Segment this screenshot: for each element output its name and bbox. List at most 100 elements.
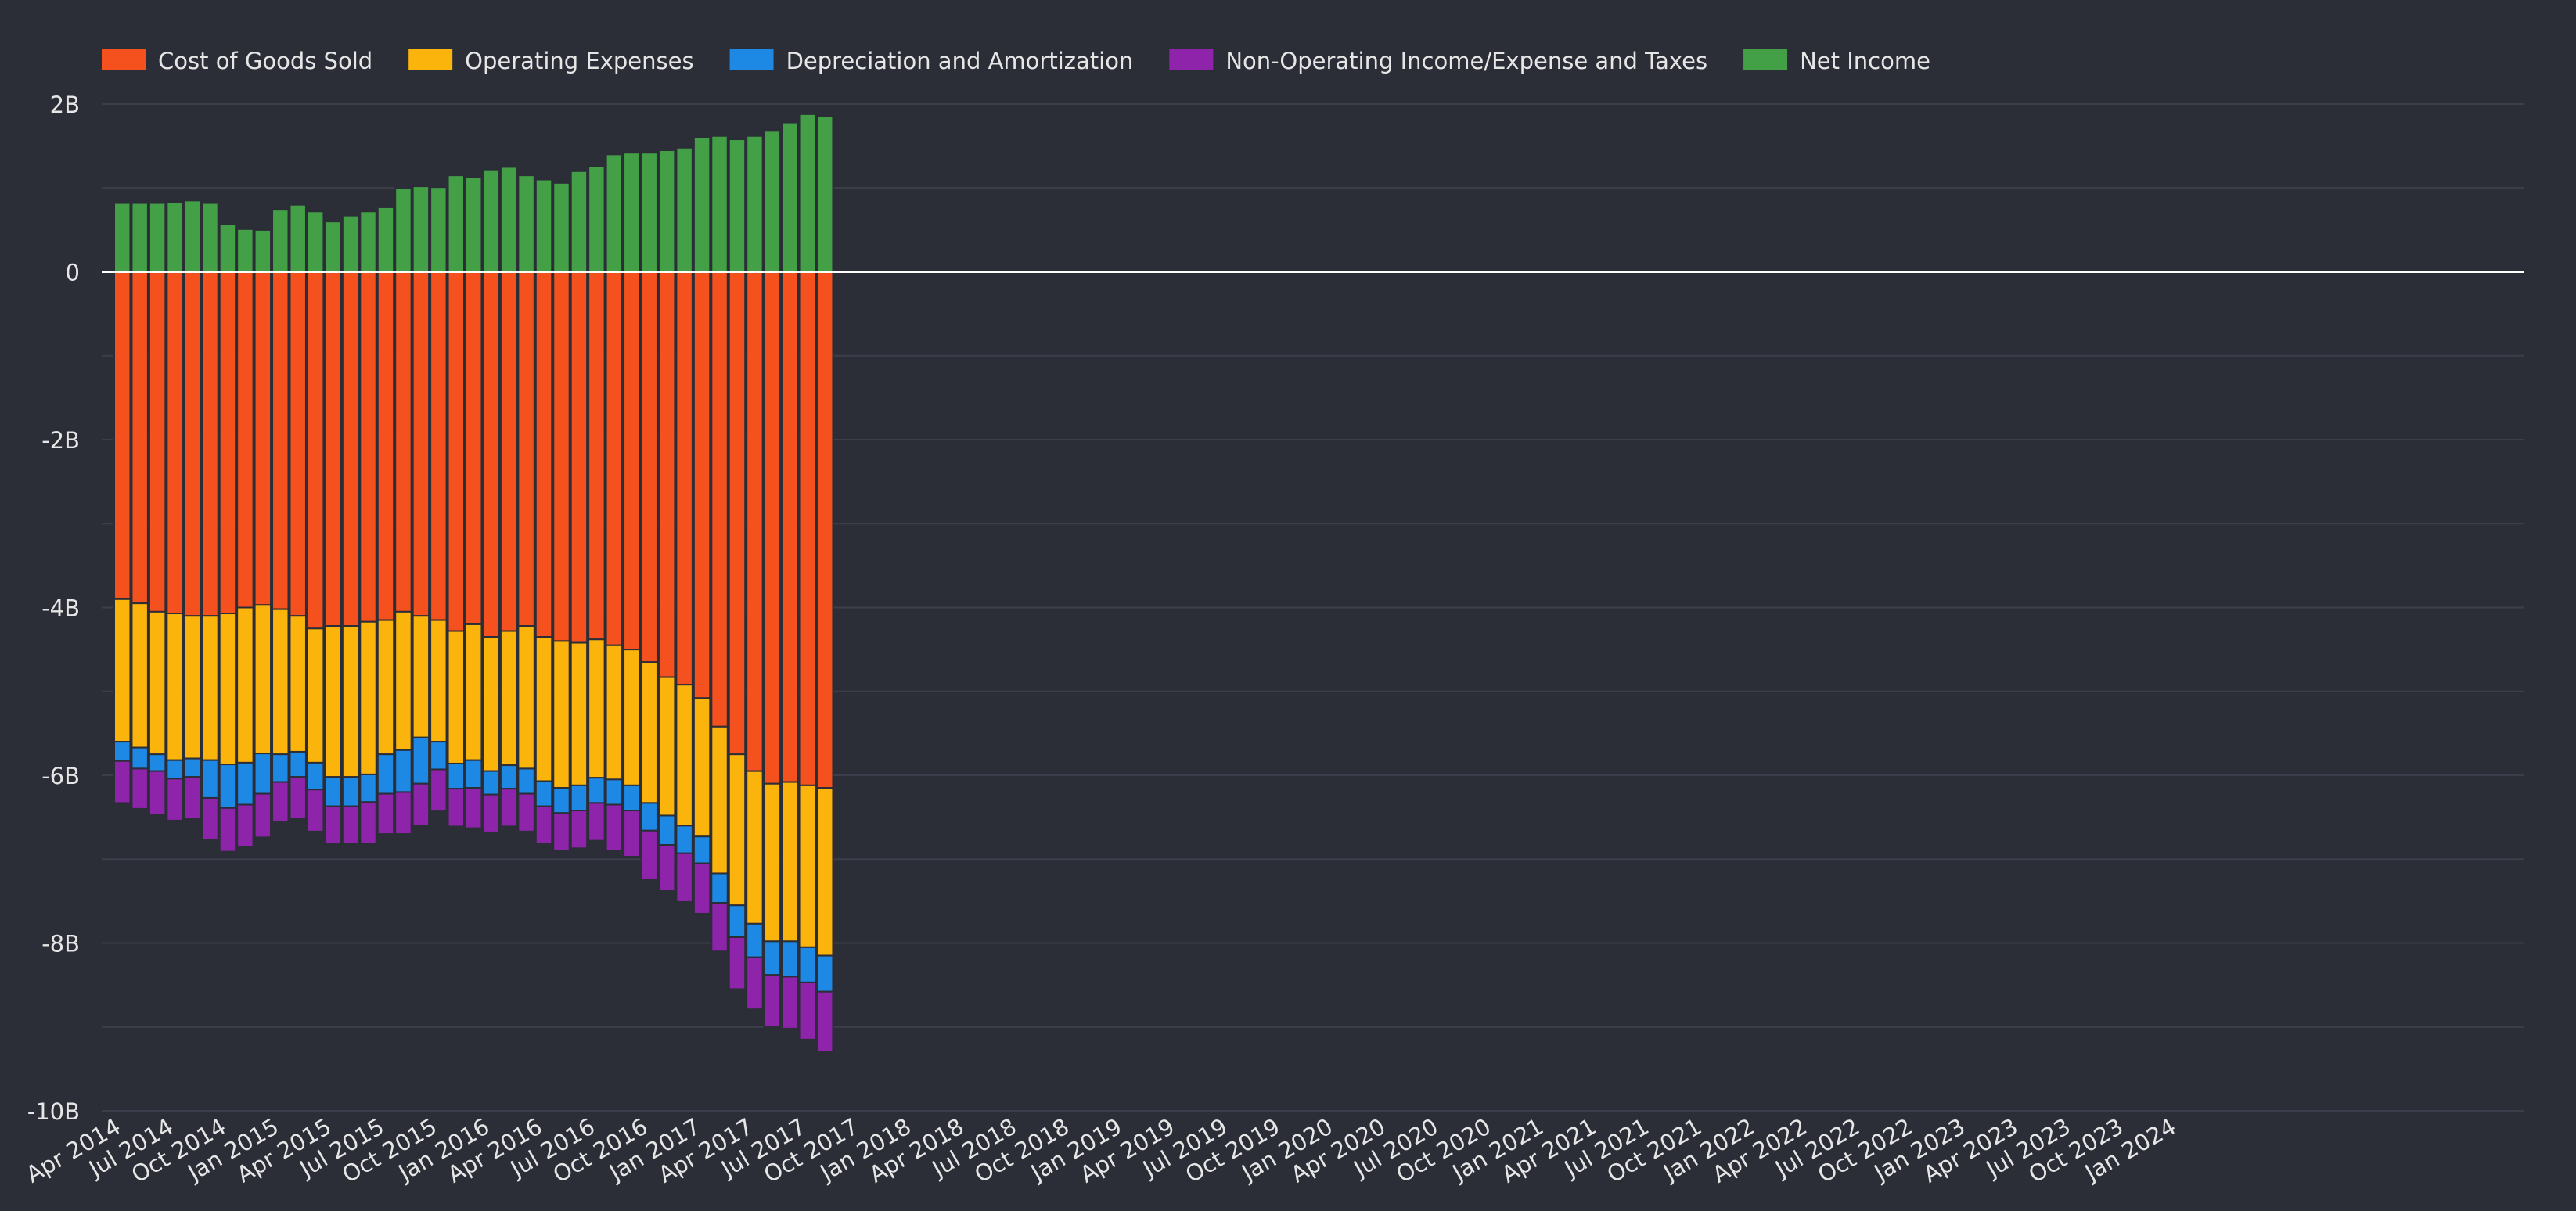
bar-segment-3-24 — [534, 805, 553, 845]
bar-segment-2-5 — [201, 759, 219, 799]
bar-segment-4-14 — [359, 210, 377, 273]
bar-segment-3-0 — [113, 760, 131, 804]
bar-segment-2-9 — [272, 753, 290, 783]
bar-segment-2-13 — [341, 776, 360, 807]
bar-segment-3-21 — [482, 793, 500, 833]
bar-segment-4-38 — [781, 121, 799, 273]
bar-segment-3-36 — [746, 956, 764, 1011]
bar-segment-1-25 — [552, 640, 570, 789]
bar-segment-2-35 — [728, 904, 747, 938]
bar-segment-2-38 — [781, 940, 799, 978]
bar-segment-3-26 — [570, 810, 588, 850]
legend-swatch-1 — [408, 49, 453, 70]
bar-segment-2-31 — [657, 814, 676, 846]
bar-segment-4-30 — [640, 152, 658, 273]
bar-segment-0-38 — [781, 271, 799, 783]
bar-segment-2-18 — [430, 741, 448, 771]
bar-segment-3-18 — [430, 768, 448, 813]
bar-segment-4-20 — [465, 176, 483, 273]
bar-segment-0-26 — [570, 271, 588, 644]
bar-segment-1-17 — [412, 615, 430, 738]
bar-segment-2-8 — [254, 753, 272, 795]
bar-segment-0-28 — [605, 271, 624, 646]
bar-segment-0-32 — [675, 271, 693, 686]
bar-segment-1-34 — [711, 725, 729, 875]
bar-segment-0-16 — [394, 271, 412, 613]
bar-segment-3-13 — [341, 805, 360, 845]
bar-segment-4-36 — [746, 135, 764, 273]
bar-segment-1-33 — [693, 697, 711, 838]
bar-segment-4-4 — [183, 199, 202, 273]
bar-segment-0-18 — [430, 271, 448, 621]
bar-segment-1-3 — [166, 613, 184, 761]
bar-segment-1-5 — [201, 615, 219, 761]
bar-segment-3-31 — [657, 844, 676, 893]
bar-segment-0-13 — [341, 271, 360, 627]
bar-segment-1-9 — [272, 608, 290, 756]
bar-segment-4-6 — [218, 223, 237, 273]
bar-segment-0-6 — [218, 271, 237, 615]
bar-segment-0-12 — [324, 271, 342, 627]
bar-segment-4-27 — [588, 165, 606, 273]
bar-segment-2-10 — [289, 750, 307, 778]
y-axis: 2B 0 -2B -4B -6B -8B -10B — [27, 92, 80, 1125]
bar-segment-2-21 — [482, 770, 500, 796]
bar-segment-0-34 — [711, 271, 729, 728]
bar-segment-3-12 — [324, 805, 342, 845]
bar-segment-3-4 — [183, 776, 202, 820]
bar-segment-1-0 — [113, 598, 131, 743]
bar-segment-3-3 — [166, 778, 184, 821]
bar-segment-1-32 — [675, 684, 693, 827]
bar-segment-0-15 — [376, 271, 395, 621]
bar-segment-4-31 — [657, 149, 676, 273]
bar-segment-0-30 — [640, 271, 658, 663]
bar-segment-4-32 — [675, 146, 693, 273]
bar-segment-3-2 — [148, 770, 167, 816]
bar-segment-0-35 — [728, 271, 747, 756]
bar-segment-0-31 — [657, 271, 676, 678]
bar-segment-4-26 — [570, 170, 588, 273]
legend-label-3: Non-Operating Income/Expense and Taxes — [1225, 48, 1707, 74]
bar-segment-3-8 — [254, 792, 272, 839]
bar-segment-4-8 — [254, 228, 272, 273]
y-tick-label: 0 — [66, 260, 80, 286]
bar-segment-1-29 — [623, 649, 641, 786]
bar-segment-1-22 — [499, 630, 518, 767]
bar-segment-4-2 — [148, 202, 167, 273]
bar-segment-1-24 — [534, 636, 553, 782]
bar-segment-4-25 — [552, 181, 570, 273]
bar-segment-4-21 — [482, 168, 500, 273]
bar-segment-0-27 — [588, 271, 606, 641]
bar-segment-2-14 — [359, 773, 377, 803]
bar-segment-0-17 — [412, 271, 430, 617]
y-tick-label: -8B — [41, 931, 80, 958]
bar-segment-3-9 — [272, 781, 290, 824]
bar-segment-1-6 — [218, 613, 237, 766]
bar-segment-3-27 — [588, 802, 606, 842]
bar-segment-4-28 — [605, 153, 624, 273]
legend: Cost of Goods Sold Operating Expenses Depr… — [102, 48, 1930, 74]
bar-segment-4-0 — [113, 202, 131, 273]
bar-segment-0-14 — [359, 271, 377, 623]
bar-segment-4-39 — [798, 113, 816, 273]
bar-segment-4-12 — [324, 221, 342, 273]
bar-segment-1-28 — [605, 644, 624, 781]
bar-segment-2-24 — [534, 780, 553, 807]
bar-segment-1-2 — [148, 610, 167, 756]
legend-swatch-2 — [729, 49, 774, 70]
bar-segment-3-32 — [675, 852, 693, 903]
bar-segment-3-19 — [447, 788, 465, 828]
bar-segment-2-28 — [605, 778, 624, 806]
bar-segment-4-9 — [272, 209, 290, 273]
bar-segment-3-28 — [605, 803, 624, 852]
bar-segment-0-5 — [201, 271, 219, 617]
bar-segment-1-40 — [816, 787, 834, 957]
y-tick-label: 2B — [50, 92, 80, 118]
bar-segment-1-4 — [183, 615, 202, 760]
bar-segment-0-1 — [131, 271, 149, 605]
bar-segment-0-2 — [148, 271, 167, 613]
bar-segment-3-35 — [728, 936, 747, 990]
bar-segment-3-16 — [394, 791, 412, 835]
bars — [113, 113, 834, 1053]
bar-segment-2-27 — [588, 777, 606, 804]
